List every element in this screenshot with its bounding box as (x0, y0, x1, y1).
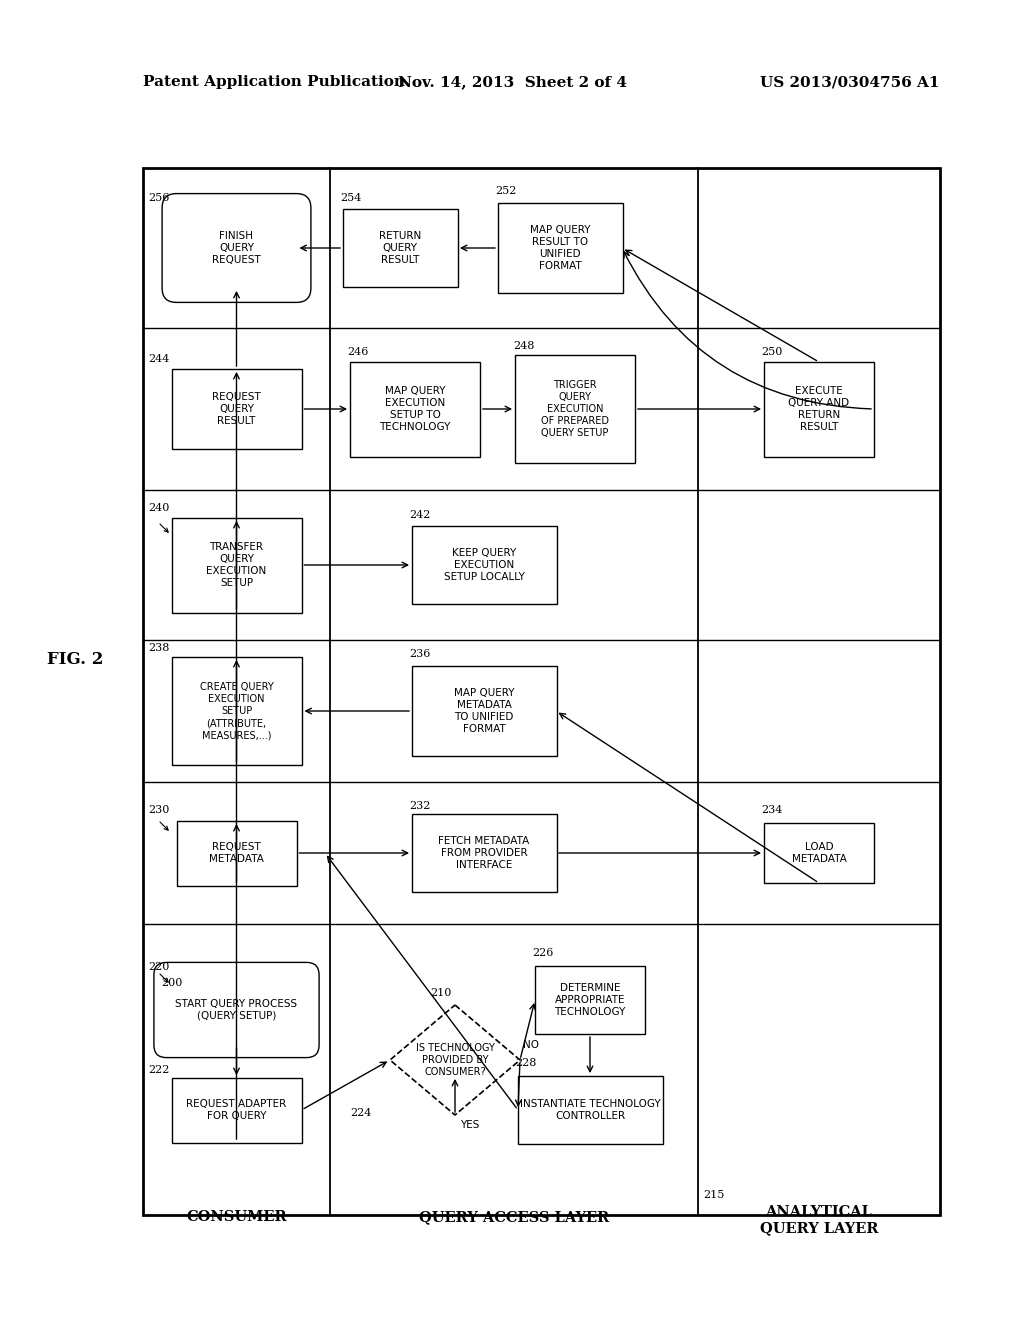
Text: EXECUTE
QUERY AND
RETURN
RESULT: EXECUTE QUERY AND RETURN RESULT (788, 385, 850, 432)
FancyBboxPatch shape (162, 194, 311, 302)
Text: QUERY ACCESS LAYER: QUERY ACCESS LAYER (419, 1210, 609, 1224)
Text: 252: 252 (495, 186, 516, 195)
Text: US 2013/0304756 A1: US 2013/0304756 A1 (761, 75, 940, 88)
Text: 246: 246 (347, 347, 369, 356)
Text: CONSUMER: CONSUMER (186, 1210, 287, 1224)
Bar (171, 657, 301, 766)
Text: DETERMINE
APPROPRIATE
TECHNOLOGY: DETERMINE APPROPRIATE TECHNOLOGY (554, 983, 626, 1016)
Bar (535, 966, 645, 1034)
Bar (412, 814, 556, 892)
Bar (764, 822, 874, 883)
Bar (412, 525, 556, 605)
Bar (412, 667, 556, 756)
Text: IS TECHNOLOGY
PROVIDED BY
CONSUMER?: IS TECHNOLOGY PROVIDED BY CONSUMER? (416, 1043, 495, 1077)
Text: RETURN
QUERY
RESULT: RETURN QUERY RESULT (379, 231, 421, 265)
Text: TRIGGER
QUERY
EXECUTION
OF PREPARED
QUERY SETUP: TRIGGER QUERY EXECUTION OF PREPARED QUER… (541, 380, 609, 438)
Text: ANALYTICAL
QUERY LAYER: ANALYTICAL QUERY LAYER (760, 1205, 879, 1236)
Text: 236: 236 (409, 649, 430, 659)
Text: 230: 230 (148, 805, 169, 814)
Text: 256: 256 (148, 193, 169, 203)
Text: REQUEST ADAPTER
FOR QUERY: REQUEST ADAPTER FOR QUERY (186, 1100, 287, 1121)
Text: REQUEST
QUERY
RESULT: REQUEST QUERY RESULT (212, 392, 261, 426)
Text: 210: 210 (430, 987, 452, 998)
Bar (498, 203, 623, 293)
Text: 222: 222 (148, 1065, 169, 1074)
Bar (176, 821, 297, 886)
Text: 200: 200 (161, 978, 182, 987)
Text: REQUEST
METADATA: REQUEST METADATA (209, 842, 264, 865)
Text: 242: 242 (409, 510, 430, 520)
Text: FETCH METADATA
FROM PROVIDER
INTERFACE: FETCH METADATA FROM PROVIDER INTERFACE (438, 836, 529, 870)
Text: TRANSFER
QUERY
EXECUTION
SETUP: TRANSFER QUERY EXECUTION SETUP (207, 543, 266, 587)
Text: 254: 254 (340, 193, 361, 203)
Bar (764, 362, 874, 457)
Text: 226: 226 (532, 948, 553, 958)
Text: 220: 220 (148, 962, 169, 972)
Text: START QUERY PROCESS
(QUERY SETUP): START QUERY PROCESS (QUERY SETUP) (175, 999, 298, 1020)
Text: 215: 215 (703, 1191, 724, 1200)
Text: CREATE QUERY
EXECUTION
SETUP
(ATTRIBUTE,
MEASURES,...): CREATE QUERY EXECUTION SETUP (ATTRIBUTE,… (200, 682, 273, 741)
Text: MAP QUERY
EXECUTION
SETUP TO
TECHNOLOGY: MAP QUERY EXECUTION SETUP TO TECHNOLOGY (379, 385, 451, 432)
Text: 228: 228 (515, 1059, 537, 1068)
Text: 240: 240 (148, 503, 169, 513)
Text: KEEP QUERY
EXECUTION
SETUP LOCALLY: KEEP QUERY EXECUTION SETUP LOCALLY (443, 548, 524, 582)
Bar (515, 355, 635, 463)
Bar (143, 168, 940, 1214)
Text: 244: 244 (148, 354, 169, 364)
Text: 232: 232 (409, 801, 430, 810)
Text: Nov. 14, 2013  Sheet 2 of 4: Nov. 14, 2013 Sheet 2 of 4 (397, 75, 627, 88)
Text: FIG. 2: FIG. 2 (47, 652, 103, 668)
Text: 238: 238 (148, 643, 169, 653)
Text: 248: 248 (513, 341, 535, 351)
Text: Patent Application Publication: Patent Application Publication (143, 75, 406, 88)
Text: 234: 234 (761, 805, 782, 814)
Bar (517, 1076, 663, 1144)
Bar (171, 1077, 301, 1143)
Text: NO: NO (523, 1040, 539, 1049)
Text: INSTANTIATE TECHNOLOGY
CONTROLLER: INSTANTIATE TECHNOLOGY CONTROLLER (519, 1100, 660, 1121)
Bar (171, 370, 301, 449)
Bar (342, 209, 458, 286)
Bar (350, 362, 480, 457)
FancyBboxPatch shape (154, 962, 319, 1057)
Text: YES: YES (460, 1119, 479, 1130)
Text: MAP QUERY
RESULT TO
UNIFIED
FORMAT: MAP QUERY RESULT TO UNIFIED FORMAT (529, 224, 590, 271)
Bar (171, 517, 301, 612)
Text: 250: 250 (761, 347, 782, 356)
Text: FINISH
QUERY
REQUEST: FINISH QUERY REQUEST (212, 231, 261, 265)
Text: LOAD
METADATA: LOAD METADATA (792, 842, 847, 865)
Text: 224: 224 (350, 1107, 372, 1118)
Text: MAP QUERY
METADATA
TO UNIFIED
FORMAT: MAP QUERY METADATA TO UNIFIED FORMAT (454, 688, 514, 734)
